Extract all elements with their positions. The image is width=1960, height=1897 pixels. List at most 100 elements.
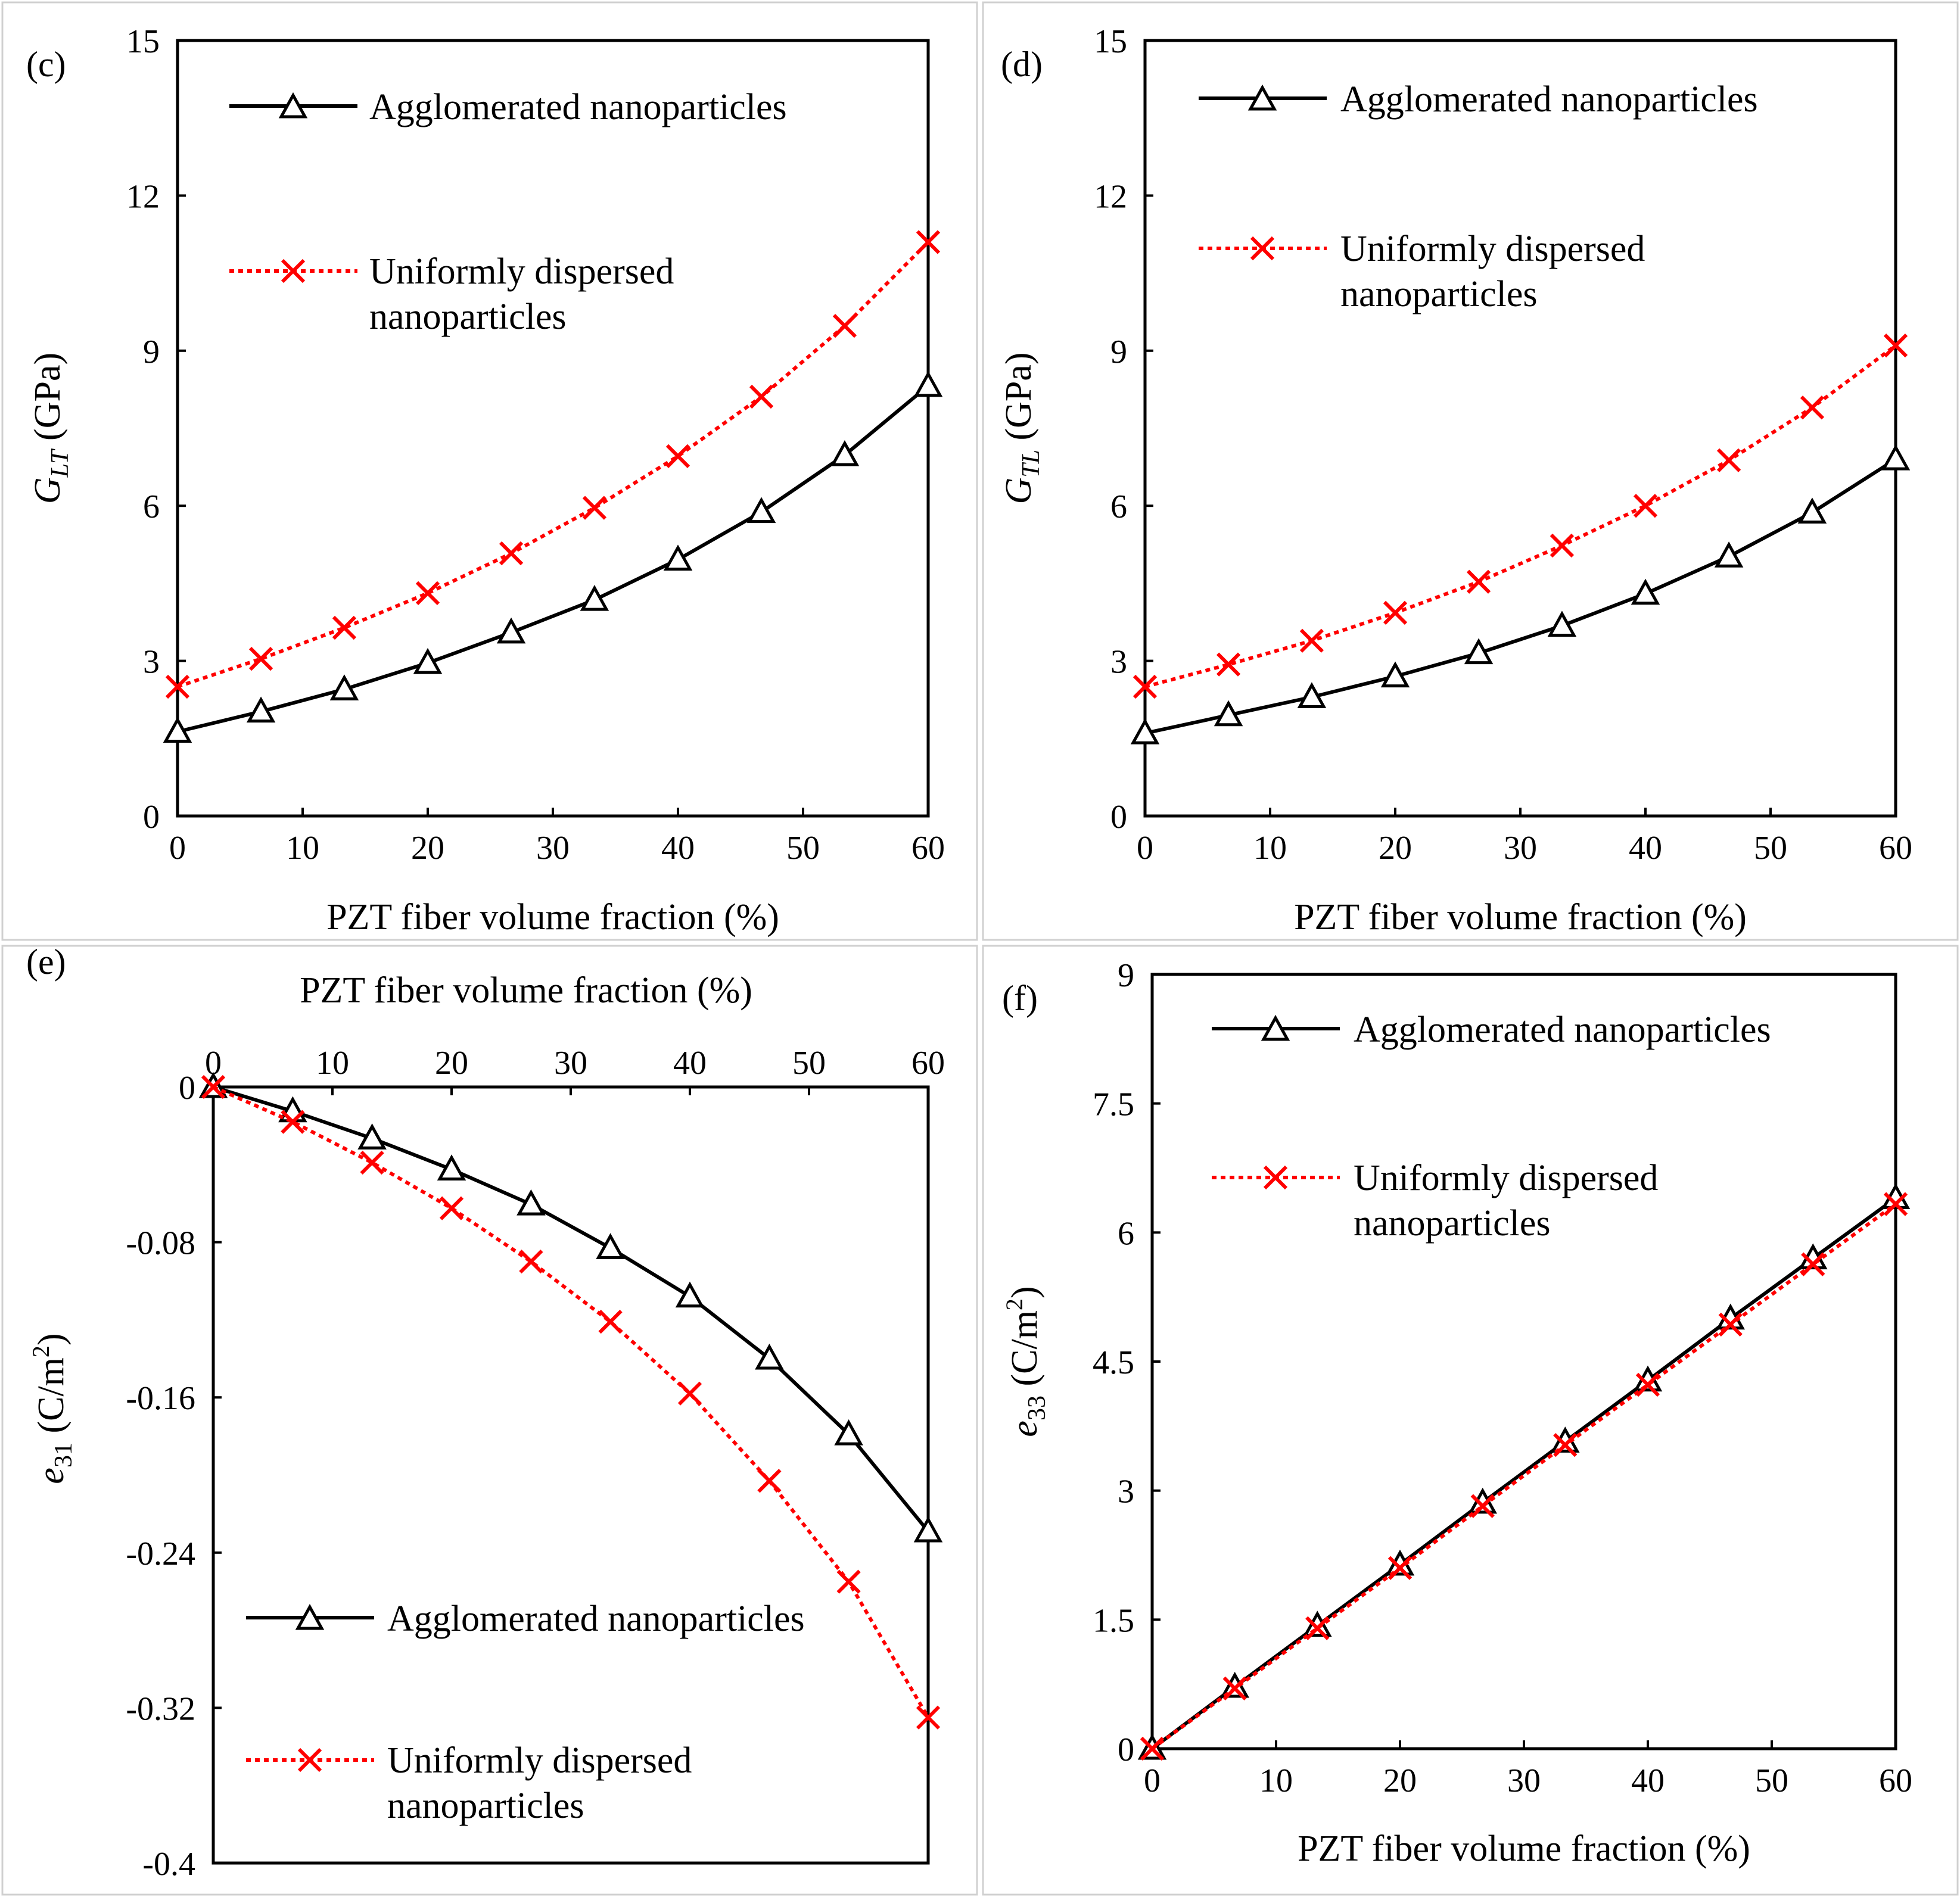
panel-f-series-agglomerated-point (1468, 1487, 1497, 1514)
panel-e-y-tick-label: -0.24 (126, 1535, 195, 1572)
panel-d-legend-agglomerated-label: Agglomerated nanoparticles (1340, 79, 1758, 120)
panel-d-x-axis-title: PZT fiber volume fraction (%) (1294, 897, 1747, 937)
panel-e-series-uniform-point (281, 1110, 305, 1134)
panel-c-series-uniform-point (749, 384, 774, 409)
panel-e-series-agglomerated-point (517, 1189, 546, 1216)
panel-c-x-tick-label: 10 (286, 830, 319, 867)
panel-f-y-axis-superscript: 2 (1001, 1298, 1028, 1310)
panel-c-legend-agglomerated-marker (278, 92, 308, 119)
panel-f-plot-area (1150, 973, 1897, 1750)
panel-f-series-uniform-point (1801, 1252, 1825, 1276)
panel-c-x-tick-label: 0 (169, 830, 186, 867)
panel-d-series-uniform-point (1133, 674, 1158, 699)
panel-d-legend-agglomerated-marker (1247, 84, 1277, 111)
panel-f-legend: Agglomerated nanoparticles Uniformly dis… (1212, 1010, 1771, 1244)
panel-d-series-uniform-point (1800, 395, 1825, 420)
panel-d-x-tick-label: 50 (1754, 830, 1787, 867)
panel-d-series (1130, 333, 1911, 745)
panel-e-series (198, 1071, 943, 1730)
panel-e-y-tick-label: 0 (179, 1070, 195, 1107)
panel-f-y-tick-label: 7.5 (1093, 1086, 1134, 1123)
panel-f-series-uniform-point (1305, 1616, 1330, 1640)
panel-f-ticks: 0 10 20 30 40 50 60 0 1.5 3 4.5 6 7.5 9 (1093, 957, 1912, 1799)
panel-e-series-uniform-point (519, 1250, 543, 1274)
panel-c-series-uniform-point (916, 230, 941, 254)
panel-f-series-agglomerated-point (1303, 1611, 1332, 1637)
panel-d-ticks: 0 10 20 30 40 50 60 0 3 6 9 12 15 (1094, 23, 1912, 867)
panel-e-series-uniform-line (212, 1085, 930, 1719)
panel-f-y-axis-subscript: 33 (1023, 1396, 1051, 1421)
panel-c-series-agglomerated-point (913, 370, 943, 397)
panel-d-series-uniform-point (1550, 533, 1575, 558)
panel-d-series-agglomerated-point (1214, 700, 1243, 727)
panel-c-legend-uniform-label-2: nanoparticles (369, 297, 567, 337)
panel-d-x-tick-label: 0 (1137, 830, 1153, 867)
panel-d-y-axis-subscript: TL (1018, 450, 1045, 478)
panel-c-series-agglomerated-point (163, 717, 192, 743)
panel-c-x-axis-title: PZT fiber volume fraction (%) (326, 897, 779, 937)
panel-f-x-tick-label: 0 (1144, 1762, 1161, 1799)
panel-d-series-agglomerated-point (1714, 541, 1744, 568)
panel-c-x-tick-label: 20 (411, 830, 444, 867)
panel-f-frame (982, 945, 1959, 1896)
panel-c-series-agglomerated-point (830, 440, 860, 466)
panel-e-legend-agglomerated-label: Agglomerated nanoparticles (387, 1599, 805, 1639)
panel-d-y-axis-unit: (GPa) (998, 352, 1039, 450)
panel-f-y-tick-label: 9 (1118, 957, 1134, 994)
panel-c-x-tick-label: 30 (536, 830, 570, 867)
panel-e-series-agglomerated-point (357, 1123, 387, 1150)
panel-c-legend-uniform-marker (281, 258, 306, 284)
panel-c-y-axis-subscript: LT (46, 448, 74, 478)
panel-c-series-uniform-point (832, 314, 857, 338)
panel-e-y-axis-close: ) (31, 1333, 71, 1345)
panel-e-series-agglomerated-point (437, 1154, 466, 1180)
panel-e-x-tick-label: 50 (792, 1045, 826, 1082)
panel-c-y-axis-title: GLT (GPa) (27, 353, 74, 504)
panel-f-series-uniform-point (1140, 1736, 1165, 1761)
panel-e-y-axis-superscript: 2 (27, 1345, 54, 1357)
panel-f-x-tick-label: 40 (1631, 1762, 1665, 1799)
panel-d-series-agglomerated-point (1881, 444, 1911, 471)
panel-e-y-tick-label: -0.32 (126, 1690, 195, 1727)
panel-e-y-tick-label: -0.08 (126, 1225, 195, 1262)
panel-c-series-uniform-point (665, 444, 690, 468)
panel-c-x-tick-label: 40 (661, 830, 695, 867)
panel-c-series-agglomerated-point (580, 585, 609, 611)
panel-c-series-uniform-point (248, 647, 273, 671)
panel-f-series-uniform-point (1222, 1676, 1247, 1701)
panel-d-series-uniform-point (1383, 600, 1408, 625)
panel-d-label: (d) (1001, 45, 1043, 84)
panel-c-series-uniform-point (415, 581, 440, 606)
panel-d-x-tick-label: 40 (1629, 830, 1662, 867)
panel-c-y-tick-label: 12 (126, 178, 160, 215)
panel-f: (f) 0 10 20 30 40 50 60 0 1.5 3 4.5 6 7.5 9 PZT fiber… (982, 945, 1959, 1896)
panel-e-series-agglomerated-point (596, 1233, 625, 1259)
panel-e: (e) 0 10 20 30 40 50 600-0.08-0.16-0.24-0.32-0… (1, 942, 978, 1896)
panel-c-ticks: 0 10 20 30 40 50 60 0 3 6 9 12 15 (126, 23, 945, 867)
panel-e-x-tick-label: 10 (316, 1045, 349, 1082)
panel-d-y-tick-label: 0 (1110, 799, 1127, 836)
panel-f-y-tick-label: 6 (1118, 1215, 1134, 1252)
panel-d-x-tick-label: 20 (1379, 830, 1412, 867)
panel-e-legend: Agglomerated nanoparticles Uniformly dis… (246, 1599, 805, 1826)
panel-f-series (1137, 1183, 1911, 1761)
panel-e-y-tick-label: -0.16 (126, 1380, 195, 1417)
panel-e-y-axis-subscript: 31 (50, 1443, 77, 1468)
panel-d-series-uniform-point (1299, 628, 1324, 653)
panel-c-y-axis-unit: (GPa) (27, 353, 68, 450)
panel-f-legend-agglomerated-label: Agglomerated nanoparticles (1354, 1010, 1771, 1050)
panel-f-x-tick-label: 10 (1259, 1762, 1293, 1799)
panel-d-legend-uniform-label-2: nanoparticles (1340, 274, 1538, 314)
panel-e-series-uniform-point (757, 1469, 782, 1493)
panel-c-series-agglomerated-line (177, 384, 929, 734)
panel-f-x-tick-label: 50 (1755, 1762, 1788, 1799)
panel-d-y-tick-label: 6 (1110, 488, 1127, 525)
panel-d-y-tick-label: 15 (1094, 23, 1127, 60)
panel-f-y-axis-title: e33 (C/m2) (1001, 1286, 1051, 1437)
panel-e-series-uniform-point (916, 1705, 941, 1730)
panel-e-series-uniform-point (439, 1196, 464, 1220)
panel-f-y-tick-label: 3 (1118, 1474, 1134, 1510)
panel-e-ticks: 0 10 20 30 40 50 600-0.08-0.16-0.24-0.32-0.4 (126, 1045, 945, 1883)
panel-d-series-uniform-line (1144, 344, 1897, 689)
panel-e-x-tick-label: 30 (554, 1045, 587, 1082)
